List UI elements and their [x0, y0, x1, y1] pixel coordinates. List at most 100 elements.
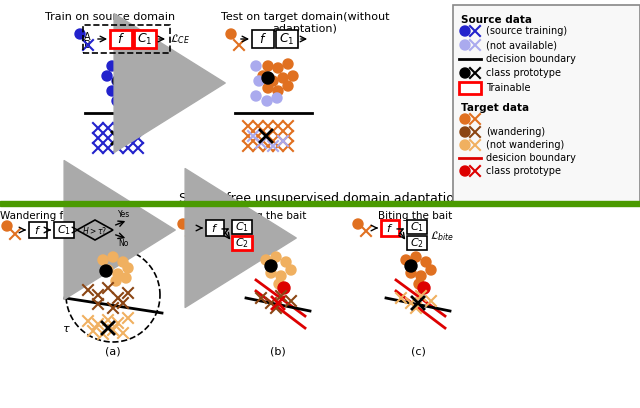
- Circle shape: [251, 61, 261, 71]
- Circle shape: [281, 257, 291, 267]
- Circle shape: [132, 71, 142, 81]
- Circle shape: [108, 252, 118, 262]
- Circle shape: [75, 29, 85, 39]
- Circle shape: [263, 83, 273, 93]
- Text: $f$: $f$: [387, 222, 394, 234]
- Circle shape: [127, 59, 137, 69]
- Circle shape: [416, 271, 426, 281]
- Text: (not wandering): (not wandering): [486, 140, 564, 150]
- Text: $\tau$: $\tau$: [62, 324, 71, 334]
- Circle shape: [118, 257, 128, 267]
- Circle shape: [107, 61, 117, 71]
- Text: $H>\tau?$: $H>\tau?$: [83, 224, 108, 235]
- Text: $\mathcal{L}_{CE}$: $\mathcal{L}_{CE}$: [170, 32, 190, 46]
- Circle shape: [262, 72, 274, 84]
- FancyBboxPatch shape: [381, 220, 399, 236]
- Circle shape: [178, 219, 188, 229]
- Text: (a): (a): [105, 346, 121, 356]
- Circle shape: [127, 83, 137, 93]
- Circle shape: [273, 86, 283, 96]
- Circle shape: [113, 75, 125, 87]
- Text: $\mathcal{L}_{cast}$: $\mathcal{L}_{cast}$: [255, 229, 281, 243]
- Circle shape: [414, 279, 424, 289]
- Circle shape: [421, 257, 431, 267]
- FancyBboxPatch shape: [110, 30, 132, 48]
- Text: $C_1$: $C_1$: [235, 220, 249, 234]
- Text: class prototype: class prototype: [486, 68, 561, 78]
- Text: Source data: Source data: [461, 15, 532, 25]
- Circle shape: [2, 221, 12, 231]
- Circle shape: [266, 268, 276, 278]
- Circle shape: [278, 73, 288, 83]
- FancyBboxPatch shape: [407, 220, 427, 234]
- Text: $f$: $f$: [117, 32, 125, 46]
- Circle shape: [251, 91, 261, 101]
- Text: Test on target domain(without
adaptation): Test on target domain(without adaptation…: [221, 12, 389, 33]
- Bar: [459, 82, 481, 94]
- Text: (c): (c): [411, 346, 426, 356]
- Circle shape: [123, 263, 133, 273]
- Circle shape: [271, 252, 281, 262]
- Circle shape: [460, 40, 470, 50]
- Text: $C_2$: $C_2$: [410, 236, 424, 250]
- Circle shape: [103, 265, 113, 275]
- Circle shape: [254, 76, 264, 86]
- Circle shape: [283, 59, 293, 69]
- Circle shape: [272, 93, 282, 103]
- Text: No: No: [118, 239, 129, 248]
- Circle shape: [426, 265, 436, 275]
- Text: Trainable: Trainable: [486, 83, 531, 93]
- Circle shape: [262, 96, 272, 106]
- Text: $C_1$: $C_1$: [410, 220, 424, 234]
- Text: $\tau$: $\tau$: [75, 240, 83, 250]
- Circle shape: [460, 26, 470, 36]
- Text: Source free unsupervised domain adaptation: Source free unsupervised domain adaptati…: [179, 192, 461, 205]
- Circle shape: [226, 29, 236, 39]
- Text: (wandering): (wandering): [486, 127, 545, 137]
- Circle shape: [460, 166, 470, 176]
- Circle shape: [460, 140, 470, 150]
- Text: $C_1$: $C_1$: [137, 31, 153, 47]
- Text: A: A: [84, 32, 91, 42]
- Text: $f$: $f$: [35, 224, 42, 236]
- Circle shape: [111, 276, 121, 286]
- Circle shape: [276, 271, 286, 281]
- Text: Biting the bait: Biting the bait: [378, 211, 452, 221]
- Text: Casting the bait: Casting the bait: [223, 211, 307, 221]
- Bar: [453, 5, 640, 203]
- Text: (b): (b): [270, 346, 286, 356]
- Circle shape: [117, 89, 127, 99]
- Circle shape: [112, 96, 122, 106]
- FancyBboxPatch shape: [407, 236, 427, 250]
- Circle shape: [401, 255, 411, 265]
- Circle shape: [113, 269, 123, 279]
- Circle shape: [278, 282, 290, 294]
- Text: class prototype: class prototype: [486, 166, 561, 176]
- Circle shape: [121, 273, 131, 283]
- Circle shape: [102, 71, 112, 81]
- Circle shape: [273, 63, 283, 73]
- Circle shape: [274, 279, 284, 289]
- Circle shape: [460, 68, 470, 78]
- Text: Yes: Yes: [118, 210, 131, 219]
- FancyBboxPatch shape: [206, 220, 224, 236]
- Text: $C_1$: $C_1$: [279, 31, 295, 47]
- Circle shape: [258, 71, 268, 81]
- Circle shape: [460, 114, 470, 124]
- Text: (not available): (not available): [486, 40, 557, 50]
- Circle shape: [286, 265, 296, 275]
- Circle shape: [100, 265, 112, 277]
- Circle shape: [411, 252, 421, 262]
- Text: Target data: Target data: [461, 103, 529, 113]
- Text: $\mathcal{L}_{bite}$: $\mathcal{L}_{bite}$: [430, 229, 454, 243]
- Text: B: B: [84, 40, 91, 50]
- FancyBboxPatch shape: [232, 220, 252, 234]
- Bar: [0, 201, 640, 206]
- Text: $f$: $f$: [259, 32, 267, 46]
- Circle shape: [418, 282, 430, 294]
- Text: (source training): (source training): [486, 26, 567, 36]
- Text: $C_2$: $C_2$: [235, 236, 249, 250]
- FancyBboxPatch shape: [252, 30, 274, 48]
- Circle shape: [283, 81, 293, 91]
- Circle shape: [117, 63, 127, 73]
